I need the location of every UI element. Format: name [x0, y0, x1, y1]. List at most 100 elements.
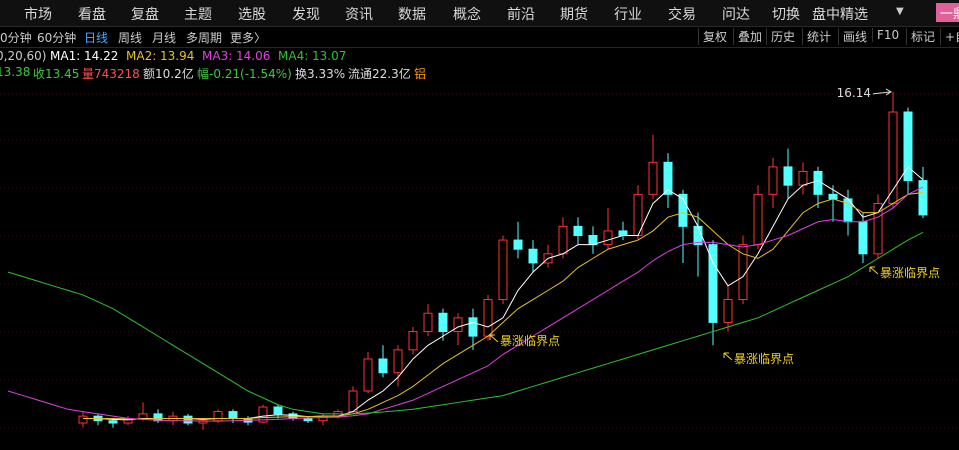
annotation-arrow	[489, 334, 499, 343]
peak-label: 16.14	[837, 86, 871, 100]
candle-body	[783, 166, 793, 186]
info-item: 换3.33%	[295, 67, 346, 81]
menu-item[interactable]: 资讯	[345, 7, 373, 23]
tool-button[interactable]: F10	[872, 28, 903, 42]
ma-line	[7, 186, 924, 422]
candle-body	[108, 420, 118, 424]
candle-body	[648, 161, 658, 195]
annotation-arrow	[723, 352, 733, 361]
candle-body	[438, 312, 448, 333]
candle-body	[408, 331, 418, 351]
info-item: 量743218	[82, 67, 140, 81]
candle-body	[873, 202, 883, 255]
candle-body	[78, 415, 88, 424]
candle-body	[213, 411, 223, 422]
period-tab[interactable]: 更多〉	[230, 31, 267, 45]
candle-body	[678, 193, 688, 227]
menu-item[interactable]: 问达	[722, 7, 750, 23]
candle-body	[363, 358, 373, 392]
candle-body	[663, 161, 673, 195]
menu-item[interactable]: 前沿	[507, 7, 535, 23]
info-item: 收13.45	[33, 67, 80, 81]
candle-body	[618, 230, 628, 237]
menu-item[interactable]: 市场	[24, 7, 52, 23]
ma-value: 13.94	[160, 49, 195, 63]
candle-body	[183, 415, 193, 424]
candle-body	[348, 390, 358, 413]
candle-body	[483, 299, 493, 337]
candle-body	[738, 244, 748, 301]
info-item: 13.38	[0, 65, 31, 79]
period-tab[interactable]: 60分钟	[37, 31, 77, 45]
candle-body	[423, 312, 433, 333]
ma-params: 0,20,60)	[0, 49, 47, 63]
tool-button[interactable]: 复权	[698, 28, 731, 45]
annotation: 暴涨临界点	[500, 333, 560, 348]
tool-button[interactable]: 历史	[766, 28, 799, 45]
candle-body	[828, 193, 838, 200]
candle-body	[768, 166, 778, 195]
tool-button[interactable]: 统计	[802, 28, 835, 45]
ma-line	[7, 231, 924, 415]
menu-item[interactable]: 盘中精选	[812, 7, 868, 23]
info-item: 流通22.3亿	[348, 67, 411, 81]
annotation-arrow	[869, 266, 879, 275]
ma-line	[83, 192, 924, 420]
candle-body	[573, 225, 583, 237]
candle-body	[513, 239, 523, 250]
candle-body	[558, 225, 568, 255]
candle-body	[393, 349, 403, 374]
candle-body	[378, 358, 388, 374]
corner-tab[interactable]: 一鼎	[936, 3, 959, 22]
menu-item[interactable]: 看盘	[78, 7, 106, 23]
candle-body	[258, 406, 268, 423]
candle-body	[708, 244, 718, 323]
tool-button[interactable]: +自	[940, 28, 959, 45]
tool-button[interactable]: 叠加	[733, 28, 766, 45]
menu-item[interactable]: 期货	[560, 7, 588, 23]
ma-name: MA3:	[202, 49, 233, 63]
candle-body	[138, 413, 148, 419]
tool-button[interactable]: 画线	[838, 28, 871, 45]
candle-body	[528, 248, 538, 264]
candle-body	[858, 221, 868, 255]
candle-body	[798, 170, 808, 186]
candle-body	[753, 193, 763, 246]
ma-value: 13.07	[312, 49, 347, 63]
menu-item[interactable]: 行业	[614, 7, 642, 23]
candle-body	[723, 299, 733, 323]
period-tab[interactable]: 0分钟	[0, 31, 32, 45]
period-tab[interactable]: 多周期	[186, 31, 223, 45]
candle-body	[903, 111, 913, 182]
tool-button[interactable]: 标记	[906, 28, 939, 45]
info-item: 额10.2亿	[143, 67, 194, 81]
candle-body	[303, 417, 313, 422]
info-item: 铝	[414, 67, 427, 81]
ma-name: MA1:	[50, 49, 81, 63]
peak-arrow	[872, 88, 892, 96]
menu-item[interactable]: 复盘	[131, 7, 159, 23]
menu-item[interactable]: 交易	[668, 7, 696, 23]
ma-name: MA4:	[278, 49, 309, 63]
annotation: 暴涨临界点	[734, 351, 794, 366]
menu-item[interactable]: 主题	[184, 7, 212, 23]
menu-item[interactable]: 发现	[292, 7, 320, 23]
dropdown-icon[interactable]: ▼	[896, 6, 904, 17]
candle-body	[498, 239, 508, 301]
period-tab[interactable]: 日线	[84, 31, 109, 45]
ma-value: 14.22	[84, 49, 119, 63]
candle-body	[603, 230, 613, 246]
period-tab[interactable]: 月线	[152, 31, 177, 45]
candle-body	[453, 317, 463, 333]
menu-item[interactable]: 切换	[772, 7, 800, 23]
period-tab[interactable]: 周线	[118, 31, 143, 45]
menu-item[interactable]: 概念	[453, 7, 481, 23]
info-item: 幅-0.21(-1.54%)	[197, 67, 292, 81]
candle-body	[468, 317, 478, 337]
menu-item[interactable]: 数据	[398, 7, 426, 23]
candle-body	[228, 411, 238, 419]
menu-item[interactable]: 选股	[238, 7, 266, 23]
